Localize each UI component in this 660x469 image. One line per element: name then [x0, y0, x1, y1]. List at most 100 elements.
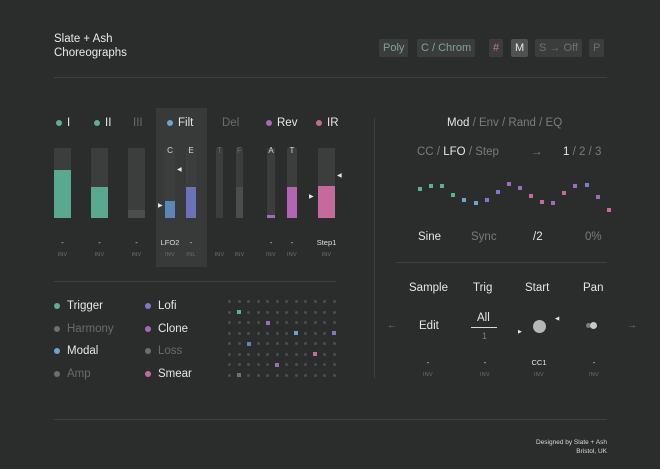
- grid-cell[interactable]: [323, 321, 326, 324]
- page-3[interactable]: 3: [595, 146, 602, 158]
- fx-item-trigger[interactable]: Trigger: [54, 300, 103, 312]
- inv-toggle[interactable]: INL: [186, 252, 196, 258]
- grid-cell[interactable]: [294, 321, 298, 324]
- grid-cell[interactable]: [275, 321, 279, 324]
- inv-label[interactable]: INV: [588, 372, 600, 378]
- fader-track[interactable]: [267, 148, 275, 218]
- grid-cell-active[interactable]: [294, 331, 298, 335]
- grid-cell[interactable]: [294, 310, 298, 314]
- source-lfo[interactable]: LFO: [443, 146, 466, 158]
- grid-cell[interactable]: [247, 331, 250, 335]
- grid-cell[interactable]: [266, 342, 269, 345]
- page-1[interactable]: 1: [563, 146, 570, 158]
- grid-cell[interactable]: [275, 300, 279, 303]
- grid-cell[interactable]: [237, 300, 241, 303]
- grid-cell[interactable]: [266, 310, 269, 314]
- grid-cell[interactable]: [313, 373, 317, 377]
- grid-cell[interactable]: [256, 363, 260, 366]
- inv-toggle[interactable]: INV: [164, 252, 176, 258]
- grid-cell[interactable]: [323, 310, 326, 314]
- grid-cell[interactable]: [304, 352, 307, 356]
- grid-cell[interactable]: [294, 300, 298, 303]
- grid-cell[interactable]: [294, 352, 298, 356]
- grid-cell[interactable]: [332, 373, 336, 377]
- grid-cell[interactable]: [237, 352, 241, 356]
- lfo-sync[interactable]: Sync: [471, 231, 497, 243]
- grid-cell[interactable]: [228, 321, 231, 324]
- start-knob[interactable]: [533, 320, 546, 333]
- grid-cell[interactable]: [275, 342, 279, 345]
- grid-cell[interactable]: [228, 342, 231, 345]
- mode-button[interactable]: M: [511, 39, 529, 57]
- source-cc[interactable]: CC: [417, 146, 434, 158]
- grid-cell[interactable]: [228, 300, 231, 303]
- inv-toggle[interactable]: INV: [286, 252, 298, 258]
- lfo-shape[interactable]: Sine: [418, 231, 442, 243]
- page-2[interactable]: 2: [579, 146, 586, 158]
- grid-cell[interactable]: [313, 300, 317, 303]
- grid-cell[interactable]: [266, 300, 269, 303]
- grid-cell[interactable]: [323, 352, 326, 356]
- chrom-button[interactable]: C / Chrom: [417, 39, 476, 57]
- grid-cell[interactable]: [228, 310, 231, 314]
- inv-toggle[interactable]: INV: [57, 252, 68, 258]
- fader-track[interactable]: [186, 148, 196, 218]
- grid-cell[interactable]: [332, 352, 336, 356]
- grid-cell[interactable]: [266, 331, 269, 335]
- tab-ii[interactable]: II: [94, 117, 111, 129]
- tab-env[interactable]: Env: [478, 117, 499, 129]
- grid-cell[interactable]: [237, 363, 241, 366]
- grid-cell[interactable]: [313, 321, 317, 324]
- grid-cell[interactable]: [285, 310, 288, 314]
- grid-cell[interactable]: [275, 331, 279, 335]
- grid-cell[interactable]: [247, 373, 250, 377]
- grid-cell[interactable]: [285, 352, 288, 356]
- inv-label[interactable]: INV: [479, 372, 491, 378]
- grid-cell[interactable]: [228, 352, 231, 356]
- grid-cell-active[interactable]: [275, 362, 279, 367]
- grid-cell[interactable]: [304, 363, 307, 366]
- grid-cell[interactable]: [294, 342, 298, 345]
- grid-cell[interactable]: [313, 363, 317, 366]
- tab-rand[interactable]: Rand: [508, 117, 536, 129]
- grid-cell[interactable]: [228, 363, 231, 366]
- fader-track[interactable]: [216, 148, 223, 218]
- grid-cell[interactable]: [256, 321, 260, 324]
- fx-item-modal[interactable]: Modal: [54, 345, 98, 357]
- grid-cell-active[interactable]: [313, 352, 317, 356]
- source-step[interactable]: Step: [475, 146, 499, 158]
- grid-cell[interactable]: [275, 310, 279, 314]
- grid-cell[interactable]: [332, 321, 336, 324]
- lfo-amount[interactable]: 0%: [585, 231, 602, 243]
- inv-toggle[interactable]: INV: [131, 252, 142, 258]
- grid-cell[interactable]: [332, 363, 336, 366]
- grid-cell[interactable]: [304, 300, 307, 303]
- grid-cell[interactable]: [275, 373, 279, 377]
- fader-track[interactable]: [128, 148, 145, 218]
- grid-cell[interactable]: [304, 342, 307, 345]
- grid-cell[interactable]: [247, 300, 250, 303]
- fader-track[interactable]: [91, 148, 108, 218]
- grid-cell[interactable]: [285, 363, 288, 366]
- grid-cell-active[interactable]: [237, 373, 241, 377]
- fx-item-loss[interactable]: Loss: [145, 345, 182, 357]
- fader-track[interactable]: [165, 148, 175, 218]
- grid-cell[interactable]: [323, 363, 326, 366]
- inv-toggle[interactable]: INV: [265, 252, 277, 258]
- grid-cell[interactable]: [285, 331, 288, 335]
- tab-del[interactable]: Del: [222, 117, 239, 129]
- inv-toggle[interactable]: INV: [94, 252, 105, 258]
- fader-track[interactable]: [54, 148, 71, 218]
- grid-cell[interactable]: [332, 342, 336, 345]
- fx-item-smear[interactable]: Smear: [145, 368, 192, 380]
- grid-cell[interactable]: [247, 310, 250, 314]
- grid-cell[interactable]: [313, 342, 317, 345]
- grid-cell-active[interactable]: [246, 341, 251, 346]
- grid-cell[interactable]: [285, 300, 288, 303]
- grid-cell[interactable]: [247, 352, 250, 356]
- grid-cell-active[interactable]: [265, 320, 270, 325]
- inv-toggle[interactable]: INV: [321, 252, 332, 258]
- grid-cell-active[interactable]: [237, 310, 241, 314]
- poly-button[interactable]: Poly: [379, 39, 409, 57]
- grid-cell[interactable]: [228, 373, 231, 377]
